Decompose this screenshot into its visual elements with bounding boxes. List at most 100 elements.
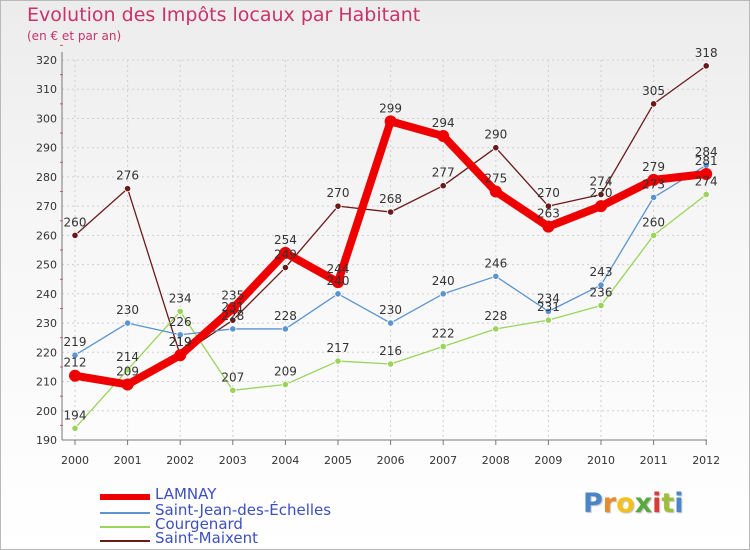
chart-subtitle: (en € et par an)	[27, 29, 122, 43]
point-saint-maixent-2000	[71, 231, 79, 239]
x-tick-label-2008: 2008	[482, 454, 510, 467]
point-courgenard-2006	[386, 360, 395, 368]
point-courgenard-2012	[702, 190, 710, 199]
x-tick-label-2001: 2001	[114, 454, 142, 467]
point-saint-maixent-2004	[281, 263, 289, 272]
y-tick-label-260: 260	[36, 229, 57, 242]
point-lamnay-2002	[174, 349, 187, 362]
point-courgenard-2007	[439, 342, 447, 351]
y-tick-label-200: 200	[36, 405, 57, 418]
logo-letter: P	[583, 488, 603, 519]
data-label-saint-jean-des-echelles-2001: 230	[116, 303, 139, 317]
data-label-lamnay-2008: 275	[484, 172, 507, 186]
data-label-courgenard-2011: 260	[642, 215, 665, 229]
y-tick-label-220: 220	[36, 346, 57, 359]
data-label-courgenard-2002: 234	[169, 291, 192, 305]
x-tick-label-2009: 2009	[534, 454, 562, 467]
data-label-saint-jean-des-echelles-2003: 228	[221, 309, 244, 323]
data-label-saint-jean-des-echelles-2008: 246	[484, 256, 507, 270]
data-label-lamnay-2000: 212	[64, 356, 87, 370]
point-lamnay-2011	[647, 173, 660, 186]
data-label-lamnay-2009: 263	[537, 207, 560, 221]
x-tick-label-2002: 2002	[166, 454, 194, 467]
point-saint-jean-des-echelles-2007	[439, 290, 447, 298]
logo-letter: o	[616, 488, 635, 519]
data-label-courgenard-2003: 207	[221, 370, 244, 384]
data-label-saint-maixent-2006: 268	[379, 192, 402, 206]
y-tick-label-270: 270	[36, 200, 57, 213]
point-saint-maixent-2001	[124, 185, 132, 193]
logo-letter: x	[634, 488, 653, 519]
x-tick-label-2007: 2007	[429, 454, 457, 467]
point-saint-jean-des-echelles-2008	[492, 272, 500, 280]
point-lamnay-2007	[437, 130, 450, 142]
x-tick-label-2005: 2005	[324, 454, 352, 467]
point-courgenard-2010	[597, 301, 605, 310]
legend-swatch-lamnay	[100, 494, 150, 500]
data-label-saint-jean-des-echelles-2006: 230	[379, 303, 402, 317]
data-label-lamnay-2010: 270	[590, 186, 613, 200]
data-label-saint-maixent-2004: 249	[274, 248, 297, 262]
point-courgenard-2001	[124, 366, 132, 374]
data-label-lamnay-2007: 294	[432, 116, 455, 130]
axes: 190 200 210 220 230 240 250 260 270 280 290 300 310 3…	[36, 44, 720, 467]
point-lamnay-2009	[542, 220, 555, 233]
point-courgenard-2004	[281, 380, 289, 389]
data-label-lamnay-2005: 244	[327, 262, 350, 276]
point-courgenard-2009	[544, 316, 553, 324]
data-label-lamnay-2001: 209	[116, 364, 139, 378]
point-saint-jean-des-echelles-2002	[176, 331, 184, 339]
data-label-saint-jean-des-echelles-2000: 219	[64, 335, 87, 349]
y-tick-label-250: 250	[36, 259, 57, 272]
point-lamnay-2000	[69, 369, 81, 382]
data-label-saint-jean-des-echelles-2009: 234	[537, 291, 560, 305]
point-saint-jean-des-echelles-2000	[71, 351, 79, 359]
point-lamnay-2004	[279, 246, 292, 259]
legend-swatch-courgenard	[100, 526, 150, 528]
point-saint-jean-des-echelles-2010	[597, 281, 605, 289]
data-label-saint-jean-des-echelles-2007: 240	[432, 274, 455, 288]
point-lamnay-2003	[226, 302, 239, 315]
point-saint-maixent-2012	[702, 62, 710, 70]
data-label-saint-jean-des-echelles-2002: 226	[169, 315, 192, 329]
y-tick-label-300: 300	[36, 112, 57, 125]
logo-letter: i	[674, 488, 684, 519]
data-label-lamnay-2012: 281	[695, 154, 718, 168]
data-label-saint-jean-des-echelles-2010: 243	[590, 265, 613, 279]
x-tick-label-2006: 2006	[377, 454, 405, 467]
data-label-courgenard-2001: 214	[116, 350, 139, 364]
data-label-saint-maixent-2003: 231	[221, 300, 244, 314]
data-label-saint-maixent-2001: 276	[116, 169, 139, 183]
legend-swatch-saint-maixent	[100, 540, 150, 542]
grid	[62, 59, 707, 441]
point-courgenard-2003	[229, 386, 237, 394]
point-saint-jean-des-echelles-2003	[229, 325, 237, 333]
logo-letter: r	[602, 488, 617, 519]
point-saint-maixent-2008	[492, 144, 500, 152]
data-label-saint-jean-des-echelles-2012: 284	[695, 145, 718, 159]
logo-letter: i	[652, 488, 662, 519]
data-label-lamnay-2003: 235	[221, 288, 244, 302]
point-lamnay-2012	[700, 168, 713, 180]
y-tick-label-310: 310	[36, 83, 57, 96]
point-saint-maixent-2003	[229, 316, 237, 324]
point-saint-jean-des-echelles-2005	[334, 290, 342, 298]
point-lamnay-2001	[121, 378, 134, 391]
data-label-courgenard-2000: 194	[64, 408, 87, 422]
point-saint-jean-des-echelles-2006	[386, 319, 395, 327]
data-label-lamnay-2002: 219	[169, 335, 192, 349]
point-saint-maixent-2007	[439, 182, 447, 190]
data-label-saint-maixent-2010: 274	[590, 174, 613, 188]
point-saint-jean-des-echelles-2011	[649, 193, 658, 201]
point-courgenard-2008	[492, 325, 500, 333]
point-courgenard-2000	[71, 424, 79, 432]
chart-title: Evolution des Impôts locaux par Habitant	[27, 4, 421, 26]
point-saint-jean-des-echelles-2001	[124, 319, 132, 327]
point-courgenard-2005	[334, 357, 342, 365]
data-label-saint-jean-des-echelles-2005: 240	[327, 274, 350, 288]
point-lamnay-2008	[489, 185, 502, 198]
point-lamnay-2006	[384, 115, 397, 128]
point-courgenard-2011	[649, 231, 658, 239]
